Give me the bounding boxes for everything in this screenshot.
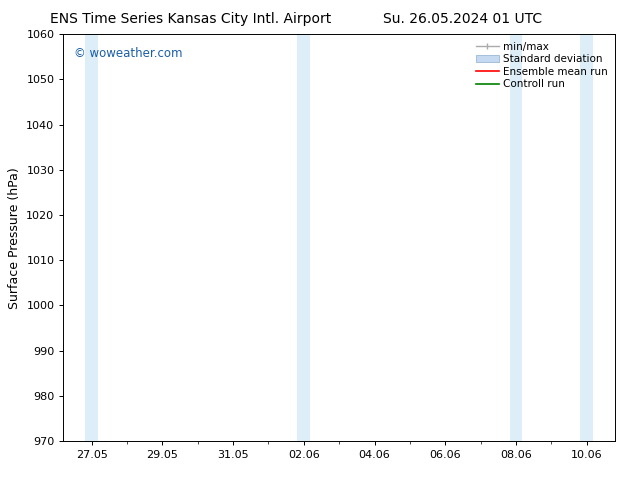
Bar xyxy=(86,34,98,441)
Text: Su. 26.05.2024 01 UTC: Su. 26.05.2024 01 UTC xyxy=(384,12,542,26)
Bar xyxy=(510,34,522,441)
Legend: min/max, Standard deviation, Ensemble mean run, Controll run: min/max, Standard deviation, Ensemble me… xyxy=(474,40,610,92)
Bar xyxy=(297,34,310,441)
Text: ENS Time Series Kansas City Intl. Airport: ENS Time Series Kansas City Intl. Airpor… xyxy=(49,12,331,26)
Bar xyxy=(580,34,593,441)
Y-axis label: Surface Pressure (hPa): Surface Pressure (hPa) xyxy=(8,167,21,309)
Text: © woweather.com: © woweather.com xyxy=(74,47,183,59)
